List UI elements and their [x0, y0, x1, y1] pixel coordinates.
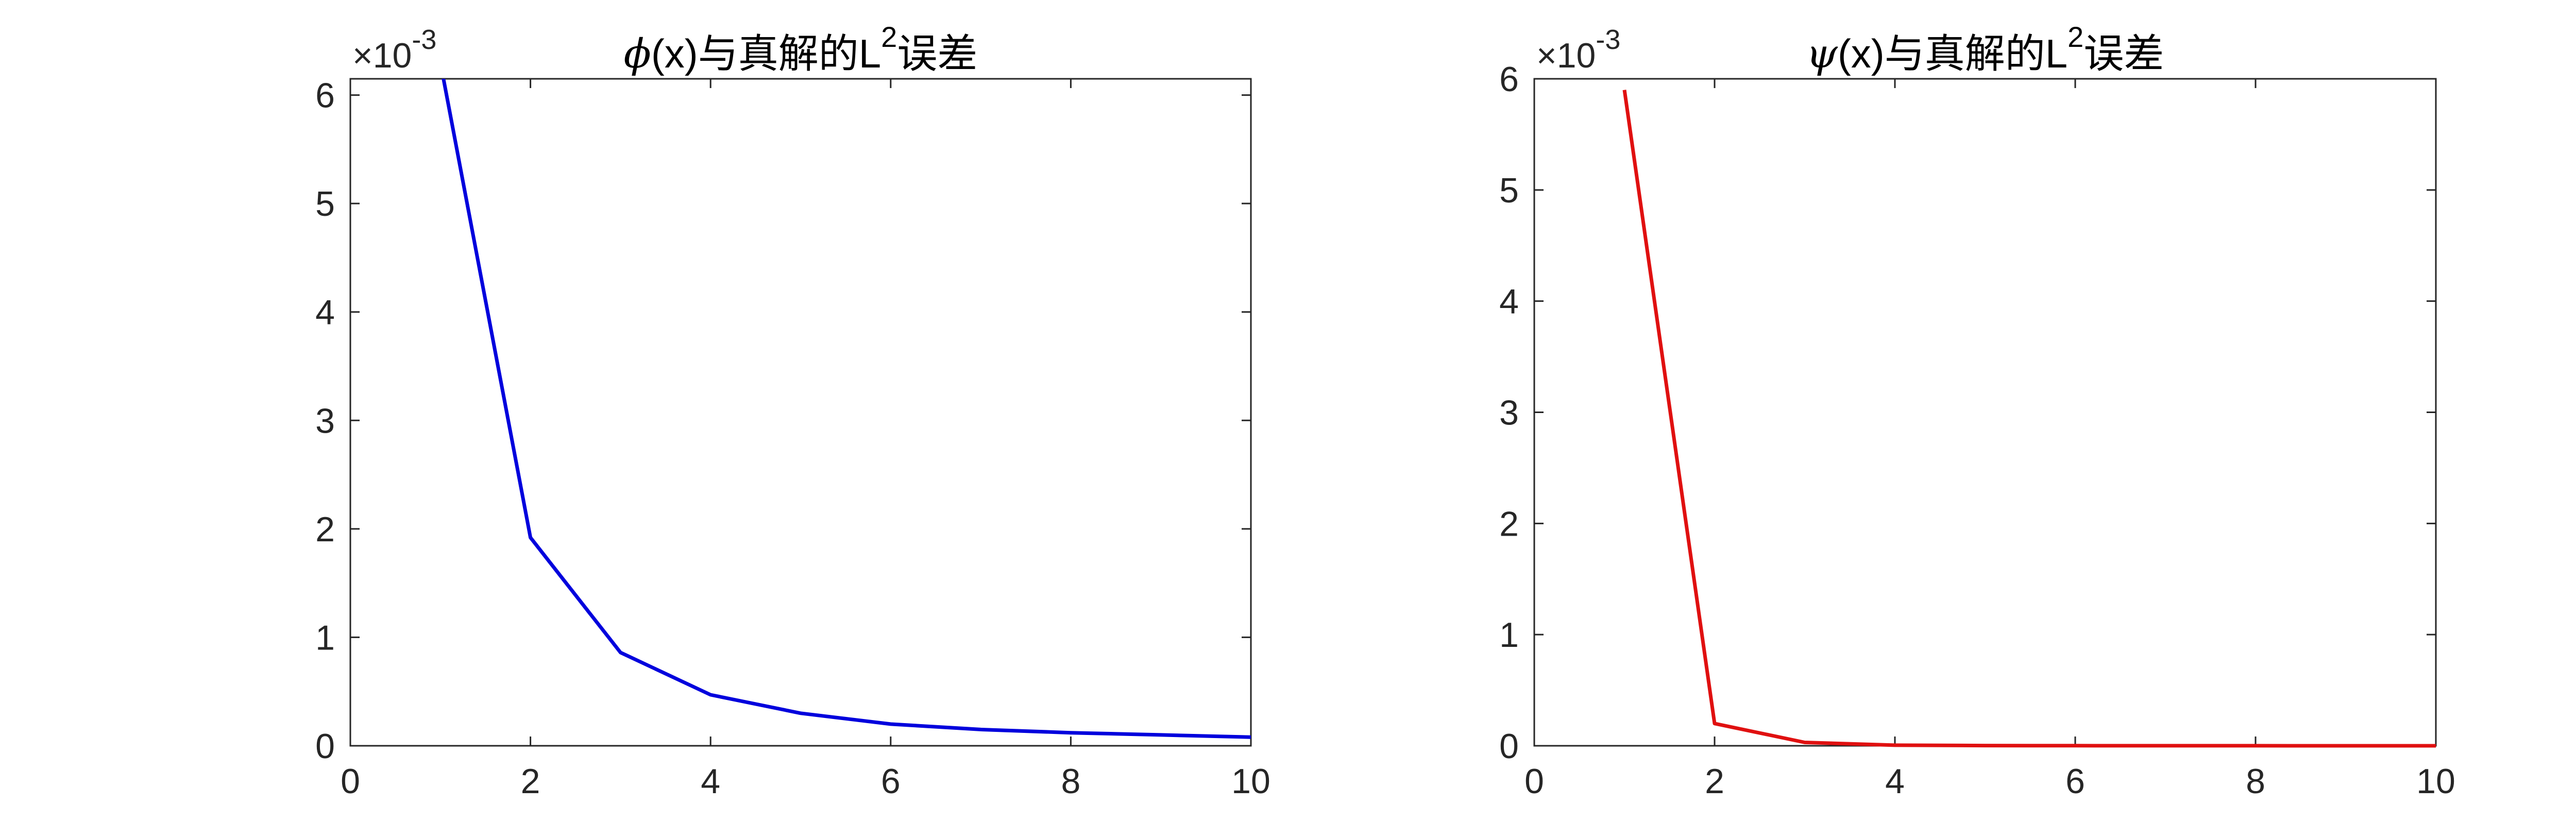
y-tick-label: 4 [315, 293, 335, 332]
y-exponent-power: -3 [1596, 24, 1620, 55]
chart-title: ϕ(x)与真解的L2误差 [624, 21, 978, 77]
y-tick-label: 2 [1499, 504, 1519, 543]
plot-area-phi [349, 78, 1252, 747]
x-tick-label: 8 [2246, 762, 2265, 801]
y-exponent-label: ×10-3 [1536, 24, 1620, 75]
x-tick-label: 6 [2065, 762, 2085, 801]
y-tick-label: 0 [1499, 727, 1519, 766]
y-tick-label: 1 [315, 618, 335, 657]
x-tick-label: 6 [881, 762, 901, 801]
x-tick-label: 4 [701, 762, 720, 801]
title-symbol: ψ [1806, 31, 1838, 77]
x-tick-label: 8 [1061, 762, 1080, 801]
title-symbol: ϕ [624, 31, 651, 77]
title-main: (x)与真解的L [1838, 31, 2067, 76]
y-tick-label: 5 [1499, 171, 1519, 210]
title-superscript: 2 [881, 21, 897, 53]
y-tick-label: 1 [1499, 615, 1519, 655]
title-main: (x)与真解的L [651, 31, 881, 76]
y-tick-label: 3 [1499, 393, 1519, 433]
y-tick-label: 5 [315, 184, 335, 224]
chart-title: ψ(x)与真解的L2误差 [1806, 21, 2164, 77]
y-tick-label: 3 [315, 401, 335, 440]
x-tick-label: 4 [1885, 762, 1905, 801]
x-tick-label: 10 [2416, 762, 2455, 801]
y-tick-label: 0 [315, 727, 335, 766]
x-tick-label: 2 [1705, 762, 1724, 801]
x-tick-label: 0 [341, 762, 360, 801]
y-exponent-base: ×10 [1536, 36, 1596, 75]
series-line-phi [442, 79, 1251, 739]
y-tick-label: 6 [315, 76, 335, 115]
y-tick-label: 4 [1499, 282, 1519, 321]
y-tick-label: 6 [1499, 60, 1519, 99]
series-line-psi [1622, 90, 2436, 748]
y-exponent-base: ×10 [352, 36, 412, 75]
x-tick-label: 10 [1231, 762, 1270, 801]
y-exponent-power: -3 [412, 24, 436, 55]
title-suffix: 误差 [2083, 31, 2164, 76]
title-suffix: 误差 [897, 31, 977, 76]
x-tick-label: 2 [521, 762, 540, 801]
x-tick-label: 0 [1524, 762, 1544, 801]
y-tick-label: 2 [315, 510, 335, 549]
title-superscript: 2 [2067, 21, 2083, 53]
y-exponent-label: ×10-3 [352, 24, 436, 75]
